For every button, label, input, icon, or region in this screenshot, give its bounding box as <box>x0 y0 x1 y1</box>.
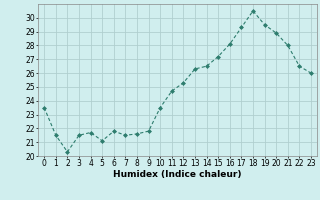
X-axis label: Humidex (Indice chaleur): Humidex (Indice chaleur) <box>113 170 242 179</box>
